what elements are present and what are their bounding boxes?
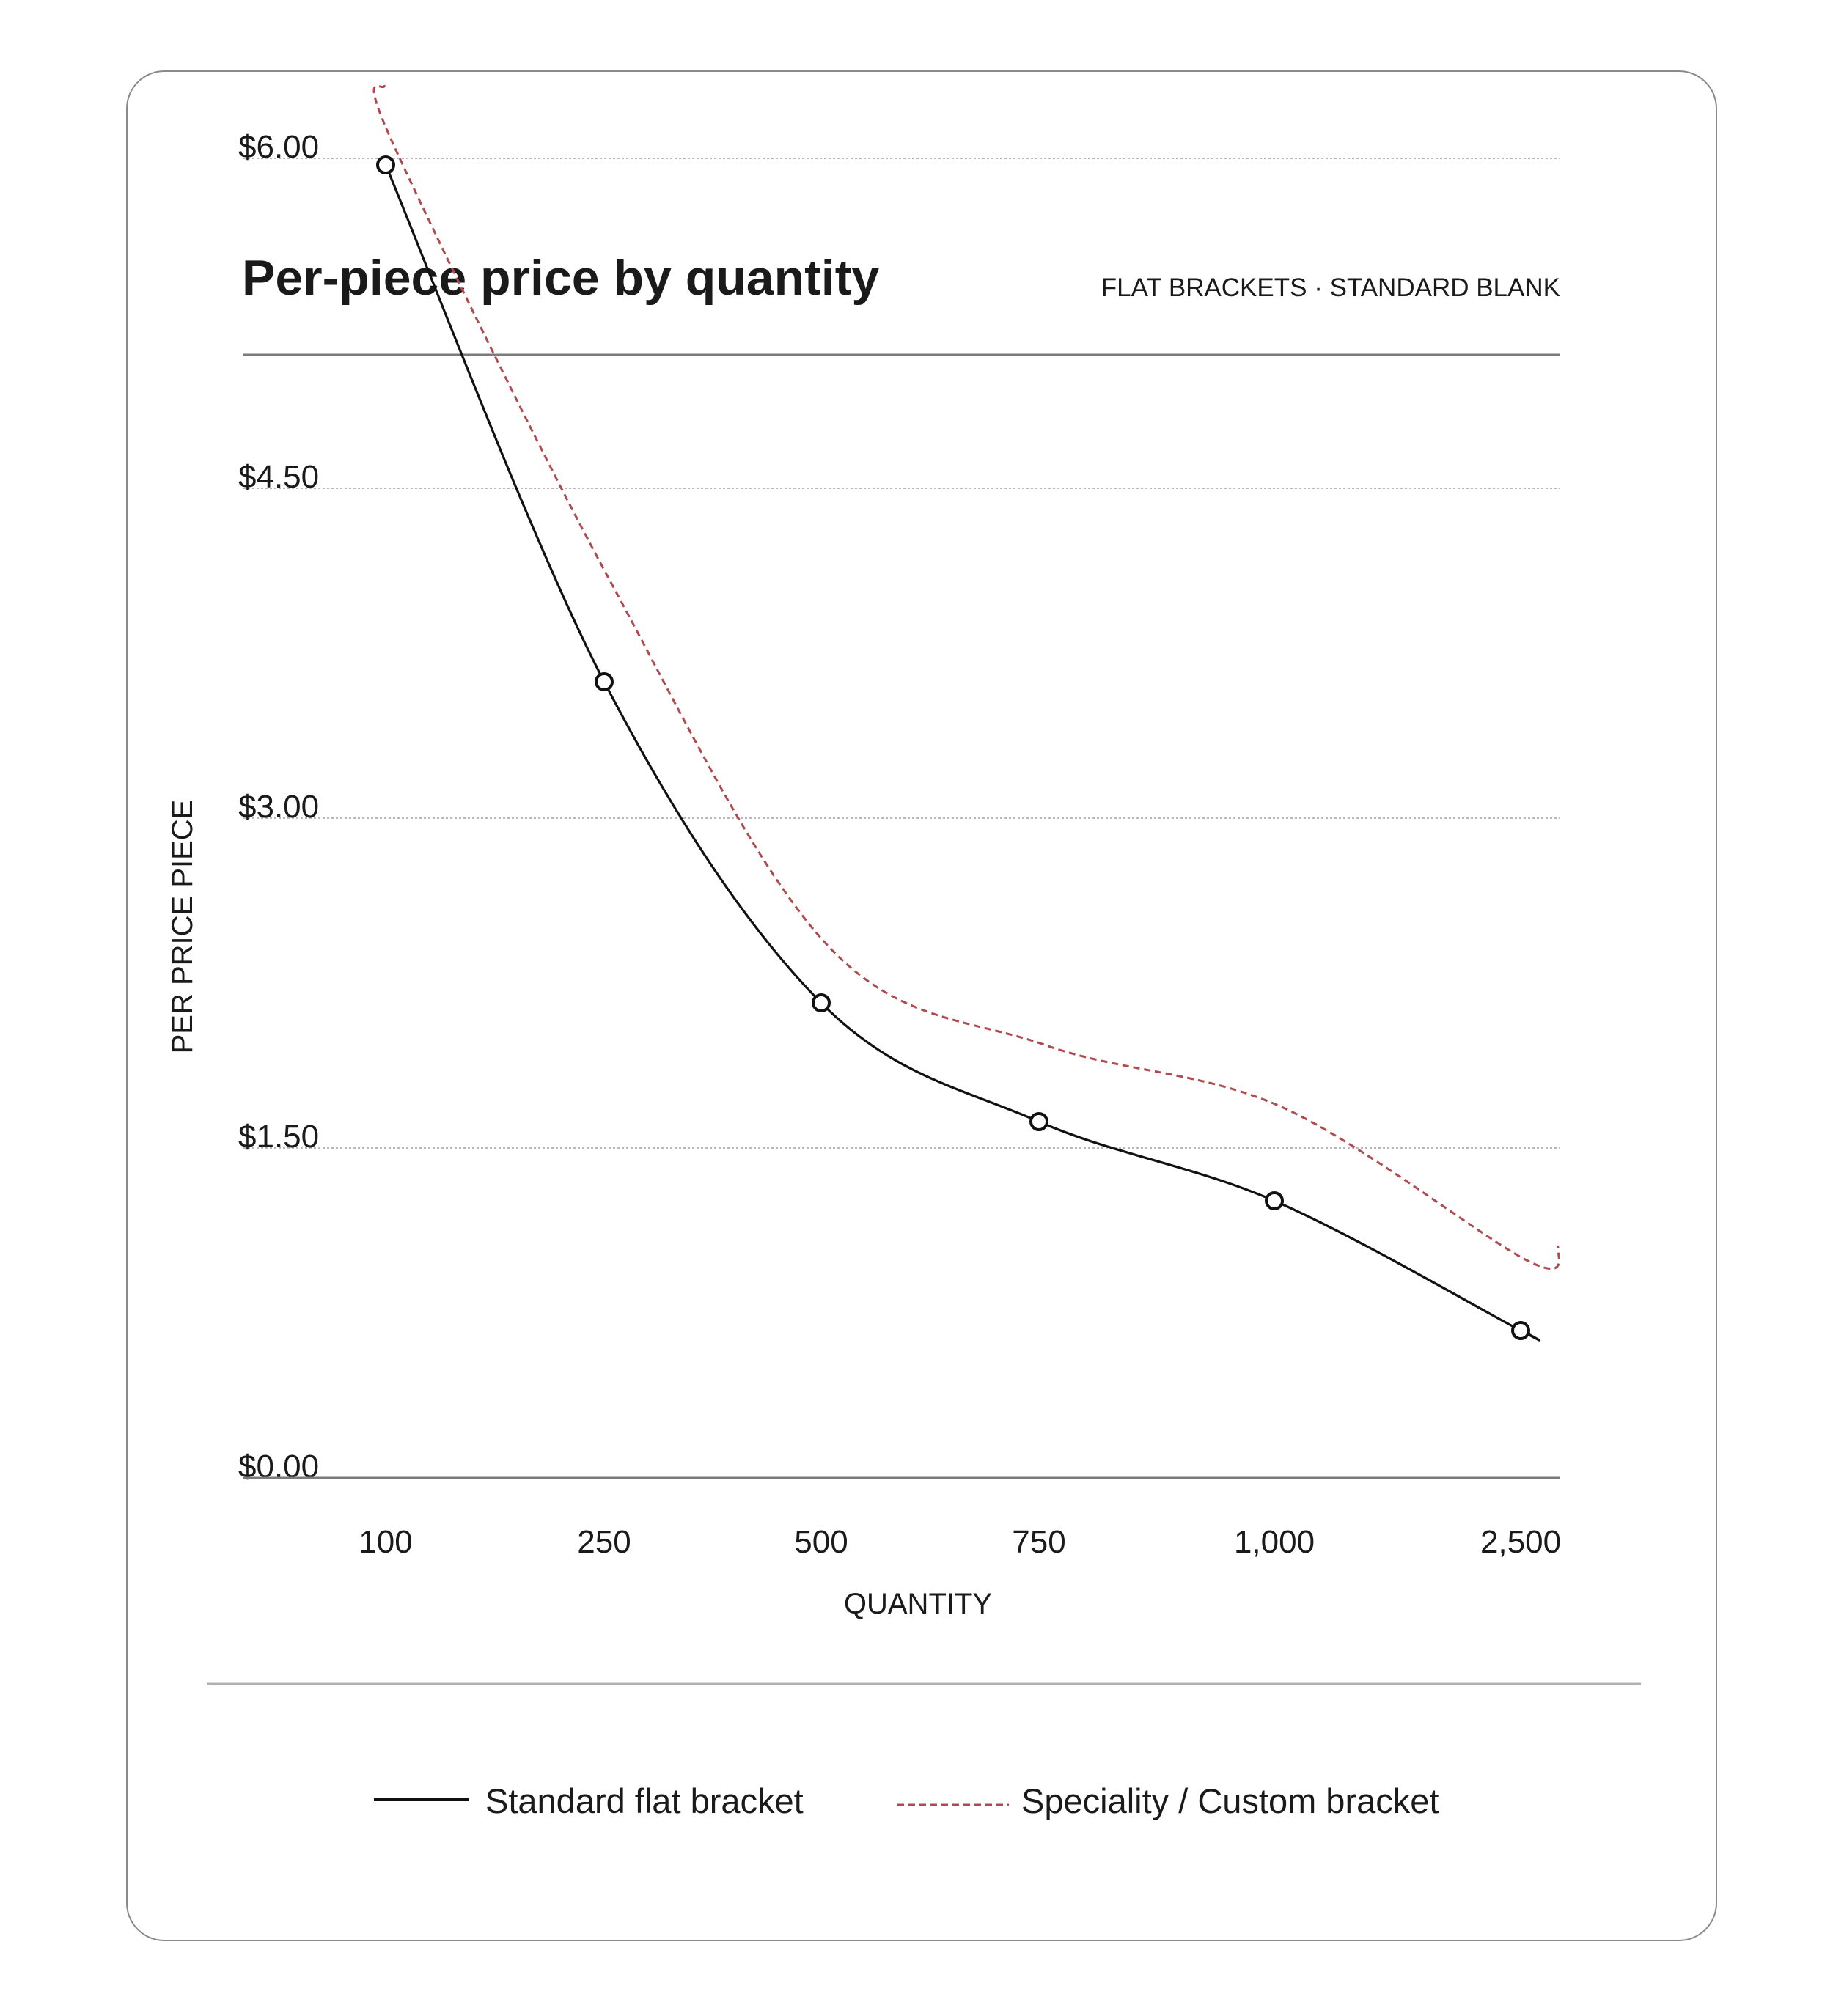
x-axis-label: QUANTITY: [844, 1588, 992, 1620]
legend-item-standard: Standard flat bracket: [374, 1781, 804, 1820]
chart-title: Per-piece price by quantity: [242, 250, 879, 306]
series-line-speciality: [372, 84, 1560, 1270]
x-axis-ticks: 100 250 500 750 1,000 2,500: [359, 1524, 1561, 1560]
x-tick-label: 250: [577, 1524, 631, 1560]
y-axis-ticks: $0.00 $1.50 $3.00 $4.50 $6.00: [238, 129, 319, 1485]
series-line-standard: [384, 164, 1541, 1342]
y-tick-label: $6.00: [238, 129, 319, 165]
chart-card: [126, 70, 1717, 1941]
legend-label-speciality: Speciality / Custom bracket: [1021, 1781, 1439, 1820]
legend-label-standard: Standard flat bracket: [485, 1781, 804, 1820]
y-tick-label: $1.50: [238, 1119, 319, 1155]
series-markers: [376, 155, 1530, 1340]
x-tick-label: 1,000: [1234, 1524, 1315, 1560]
data-point-marker: [812, 993, 831, 1012]
grid: [243, 158, 1560, 1149]
x-tick-label: 500: [794, 1524, 848, 1560]
data-point-marker: [1511, 1321, 1530, 1340]
chart-subtitle: FLAT BRACKETS · STANDARD BLANK: [1101, 273, 1560, 302]
y-tick-label: $4.50: [238, 459, 319, 495]
data-point-marker: [595, 672, 614, 691]
legend: Standard flat bracket Speciality / Custo…: [374, 1781, 1439, 1820]
data-point-marker: [1265, 1191, 1284, 1210]
series-lines: [372, 84, 1560, 1342]
data-point-marker: [376, 155, 395, 174]
x-tick-label: 100: [359, 1524, 412, 1560]
x-tick-label: 2,500: [1480, 1524, 1561, 1560]
y-tick-label: $3.00: [238, 789, 319, 825]
y-axis-label: PER PRICE PIECE: [166, 800, 199, 1054]
x-tick-label: 750: [1012, 1524, 1065, 1560]
legend-item-speciality: Speciality / Custom bracket: [897, 1781, 1439, 1820]
y-tick-label: $0.00: [238, 1449, 319, 1485]
data-point-marker: [1029, 1112, 1048, 1131]
